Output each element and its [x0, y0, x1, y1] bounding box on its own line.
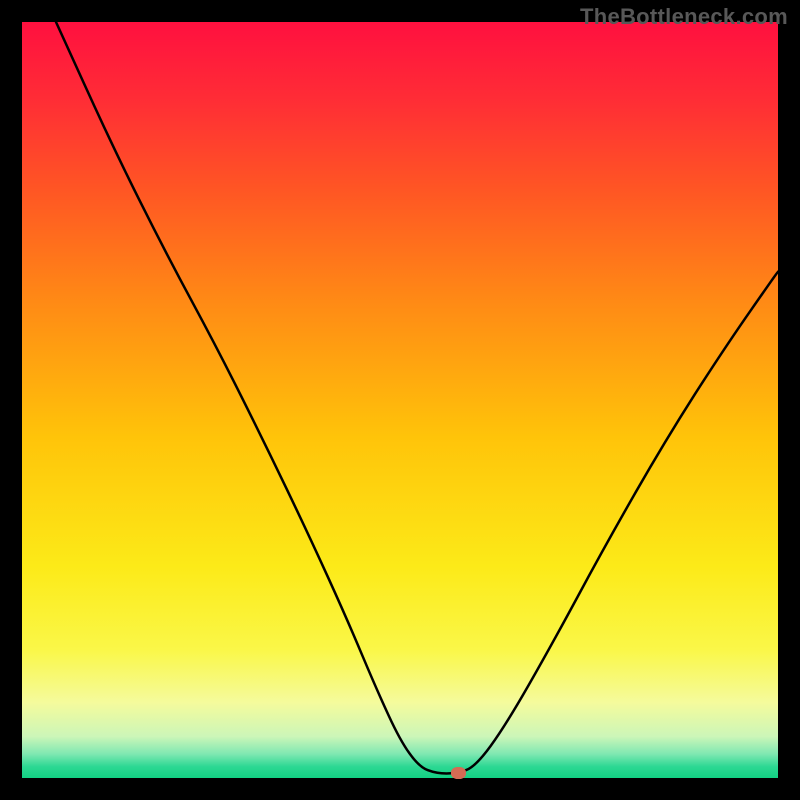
chart-svg	[0, 0, 800, 800]
watermark-text: TheBottleneck.com	[580, 4, 788, 30]
plot-background	[22, 22, 778, 778]
